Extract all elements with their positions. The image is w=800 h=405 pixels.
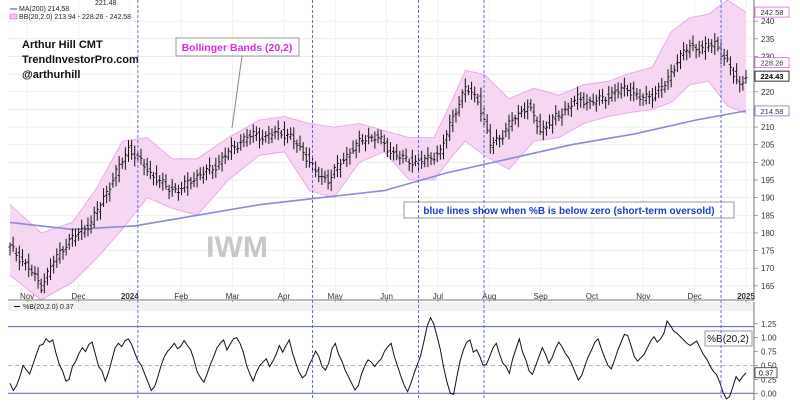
indicator-tick-label: 0.75 bbox=[761, 348, 777, 357]
price-tick-label: 220 bbox=[761, 88, 775, 97]
percent-b-label: %B(20,2) bbox=[704, 330, 753, 347]
oversold-note: blue lines show when %B is below zero (s… bbox=[403, 201, 735, 219]
month-label: Dec bbox=[71, 292, 85, 301]
price-label-box bbox=[754, 6, 790, 18]
price-tick-label: 185 bbox=[761, 211, 775, 220]
ma200-line bbox=[9, 110, 747, 231]
price-label: 224.43 bbox=[754, 70, 790, 82]
legend-bb-swatch bbox=[9, 13, 18, 20]
price-label: 214.58 bbox=[754, 105, 790, 117]
legend-bb: BB(20,2.0) 213.94 - 228.26 - 242.58 bbox=[19, 14, 131, 21]
bollinger-pointer bbox=[231, 55, 243, 129]
bollinger-annotation: Bollinger Bands (20,2) bbox=[175, 37, 300, 129]
price-label: 242.58 bbox=[754, 6, 790, 18]
price-label-box bbox=[754, 57, 790, 69]
author-line-2: TrendInvestorPro.com bbox=[22, 54, 139, 66]
month-label: Jul bbox=[433, 292, 443, 301]
percent-b-label-text: %B(20,2) bbox=[707, 334, 749, 345]
price-label-text: 242.58 bbox=[761, 8, 784, 17]
month-label: Apr bbox=[278, 292, 291, 301]
price-tick-label: 175 bbox=[761, 247, 775, 256]
indicator-gridlines bbox=[8, 326, 754, 394]
price-tick-label: 190 bbox=[761, 194, 775, 203]
bollinger-label: Bollinger Bands (20,2) bbox=[182, 42, 293, 54]
indicator-tick-label: 0.00 bbox=[761, 389, 777, 398]
price-tick-label: 235 bbox=[761, 35, 775, 44]
indicator-tick-label: 1.25 bbox=[761, 320, 777, 329]
author-block: Arthur Hill CMT TrendInvestorPro.com @ar… bbox=[22, 39, 139, 81]
price-label-text: 214.58 bbox=[761, 107, 784, 116]
indicator-tick-label: 0.25 bbox=[761, 375, 777, 384]
price-tick-label: 205 bbox=[761, 141, 775, 150]
price-panel: IWM 165170175180185190195200205210215220… bbox=[8, 0, 790, 303]
month-label: Oct bbox=[586, 292, 599, 301]
price-tick-label: 240 bbox=[761, 17, 775, 26]
percent-b-line bbox=[9, 316, 747, 400]
price-label: 228.26 bbox=[754, 57, 790, 69]
price-tick-label: 200 bbox=[761, 158, 775, 167]
month-label: 2024 bbox=[121, 292, 139, 301]
month-label: 2025 bbox=[737, 292, 755, 301]
percent-b-current-box bbox=[754, 367, 778, 379]
month-label: Sep bbox=[533, 292, 548, 301]
price-label-box bbox=[754, 105, 790, 117]
price-tick-label: 230 bbox=[761, 52, 775, 61]
percent-b-panel: %B(20,2.0) 0.37 0.00 0.25 0.50 0.75 1.00 1.25… bbox=[8, 302, 778, 400]
ticker-watermark: IWM bbox=[206, 231, 268, 264]
month-label: Mar bbox=[226, 292, 240, 301]
price-label-text: 228.26 bbox=[761, 59, 784, 68]
price-tick-label: 170 bbox=[761, 264, 775, 273]
legend-top-partial: 221.48 bbox=[95, 0, 117, 7]
indicator-header-bar bbox=[8, 302, 754, 311]
legend-ma200: MA(200) 214.58 bbox=[19, 6, 69, 13]
price-label-box bbox=[754, 70, 790, 82]
indicator-axis: 0.00 0.25 0.50 0.75 1.00 1.25 bbox=[754, 320, 777, 398]
price-tick-label: 195 bbox=[761, 176, 775, 185]
author-line-3: @arthurhill bbox=[22, 69, 80, 81]
ohlc-bars bbox=[8, 33, 748, 294]
percent-b-current-text: 0.37 bbox=[759, 369, 774, 378]
month-label: Jun bbox=[380, 292, 393, 301]
price-label-text: 224.43 bbox=[761, 72, 784, 81]
price-tick-label: 210 bbox=[761, 123, 775, 132]
author-line-1: Arthur Hill CMT bbox=[22, 39, 103, 51]
percent-b-legend: %B(20,2.0) 0.37 bbox=[23, 304, 74, 311]
legend: 221.48 MA(200) 214.58 BB(20,2.0) 213.94 … bbox=[9, 0, 131, 21]
month-label: Dec bbox=[688, 292, 702, 301]
bollinger-label-box bbox=[175, 37, 300, 57]
oversold-note-text: blue lines show when %B is below zero (s… bbox=[423, 206, 714, 217]
oversold-markers bbox=[137, 0, 722, 400]
month-axis: Nov Dec 2024 Feb Mar Apr May Jun Jul Aug Sep Oct Nov… bbox=[20, 292, 755, 303]
month-label: Nov bbox=[20, 292, 34, 301]
oversold-note-box bbox=[403, 201, 735, 219]
month-label: May bbox=[328, 292, 343, 301]
month-label: Nov bbox=[636, 292, 650, 301]
month-label: Feb bbox=[174, 292, 188, 301]
indicator-tick-label: 1.00 bbox=[761, 334, 777, 343]
indicator-tick-label: 0.50 bbox=[761, 362, 777, 371]
percent-b-label-box bbox=[704, 330, 753, 347]
percent-b-current: 0.37 bbox=[754, 367, 778, 379]
month-label: Aug bbox=[482, 292, 496, 301]
price-tick-label: 180 bbox=[761, 229, 775, 238]
bollinger-band-fill bbox=[10, 0, 746, 300]
price-labels: 242.58 228.26 224.43 214.58 bbox=[754, 6, 790, 117]
price-tick-label: 165 bbox=[761, 282, 775, 291]
bollinger-upper-line bbox=[9, 0, 747, 234]
